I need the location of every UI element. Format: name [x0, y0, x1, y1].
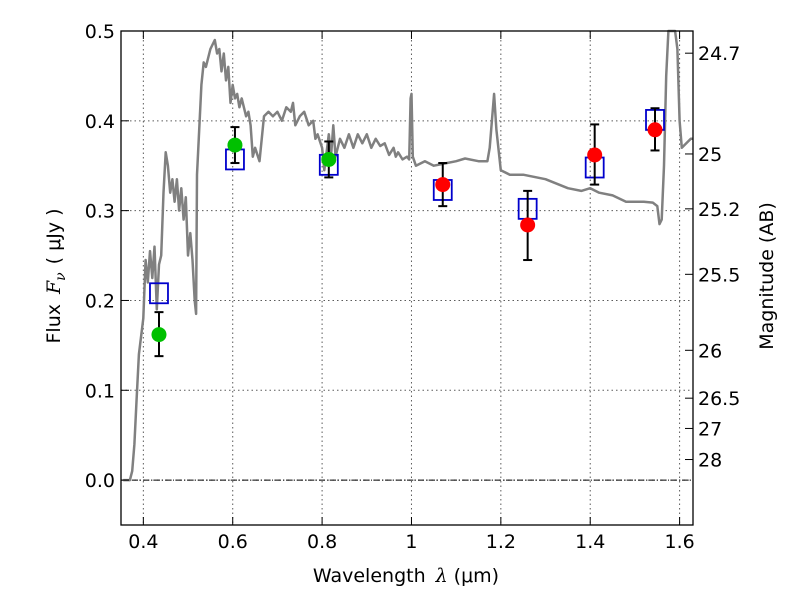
- y-axis-label-right: Magnitude (AB): [756, 202, 778, 350]
- observation-marker: [151, 327, 167, 343]
- plot-frame: [120, 30, 694, 526]
- y-tick-label: 0.5: [85, 21, 115, 43]
- observation-marker: [227, 137, 243, 153]
- x-tick-label: 0.8: [307, 531, 337, 553]
- observation-point: [587, 123, 603, 186]
- right-tick-label: 26: [698, 340, 722, 362]
- right-tick-label: 26.5: [698, 388, 740, 410]
- right-tick-label: 24.7: [698, 43, 740, 65]
- right-tick-label: 28: [698, 450, 722, 472]
- x-tick-label: 1: [405, 531, 417, 553]
- right-tick-label: 27: [698, 418, 722, 440]
- x-tick-label: 0.4: [128, 531, 158, 553]
- observed-photometry-points: [151, 107, 663, 358]
- x-tick-label: 0.6: [218, 531, 248, 553]
- observation-point: [435, 162, 451, 208]
- observation-point: [520, 189, 536, 262]
- axis-ticks: 0.4 0.6 0.8 1 1.2 1.4 1.6 0.0 0.1 0.2 0.3 0.4 0.5 24.…: [85, 21, 741, 553]
- right-tick-label: 25.2: [698, 199, 740, 221]
- y-tick-label: 0.2: [85, 290, 115, 312]
- observation-marker: [321, 151, 337, 167]
- y-tick-label: 0.4: [85, 111, 115, 133]
- observation-point: [321, 140, 337, 179]
- grid-lines: [121, 30, 693, 525]
- y-tick-label: 0.3: [85, 201, 115, 223]
- observation-point: [151, 311, 167, 358]
- x-tick-label: 1.4: [575, 531, 605, 553]
- model-spectrum-line: [123, 29, 693, 482]
- y-tick-label: 0.0: [85, 470, 115, 492]
- x-tick-label: 1.2: [486, 531, 516, 553]
- observation-marker: [520, 217, 536, 233]
- observation-point: [227, 126, 243, 165]
- y-tick-label: 0.1: [85, 380, 115, 402]
- model-box-marker: [149, 282, 169, 305]
- model-photometry-boxes: [149, 109, 665, 305]
- x-tick-label: 1.6: [664, 531, 694, 553]
- observation-point: [647, 107, 663, 152]
- x-axis-label: Wavelength λ (μm): [313, 565, 499, 587]
- y-axis-label-left: FluxFν( μJy ): [43, 208, 69, 343]
- observation-marker: [435, 177, 451, 193]
- observation-marker: [647, 122, 663, 138]
- right-tick-label: 25.5: [698, 264, 740, 286]
- right-tick-label: 25: [698, 144, 722, 166]
- observation-marker: [587, 147, 603, 163]
